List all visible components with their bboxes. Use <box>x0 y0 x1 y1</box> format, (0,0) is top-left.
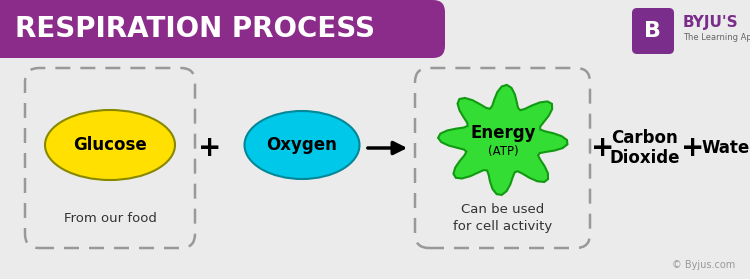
Text: Water: Water <box>702 139 750 157</box>
Text: +: + <box>591 134 615 162</box>
Text: The Learning App: The Learning App <box>683 33 750 42</box>
Text: Oxygen: Oxygen <box>266 136 338 154</box>
Text: RESPIRATION PROCESS: RESPIRATION PROCESS <box>15 15 375 43</box>
Text: Glucose: Glucose <box>74 136 147 154</box>
Text: Energy: Energy <box>470 124 536 142</box>
Text: +: + <box>198 134 222 162</box>
Text: BYJU'S: BYJU'S <box>683 15 739 30</box>
FancyBboxPatch shape <box>632 8 674 54</box>
Ellipse shape <box>45 110 175 180</box>
Text: Carbon
Dioxide: Carbon Dioxide <box>610 129 680 167</box>
Text: +: + <box>681 134 705 162</box>
Polygon shape <box>438 85 568 195</box>
Text: (ATP): (ATP) <box>488 146 518 158</box>
Text: B: B <box>644 21 662 41</box>
Text: © Byjus.com: © Byjus.com <box>672 260 735 270</box>
Text: From our food: From our food <box>64 211 157 225</box>
Text: Can be used
for cell activity: Can be used for cell activity <box>453 203 553 233</box>
Ellipse shape <box>244 111 359 179</box>
FancyBboxPatch shape <box>0 0 445 58</box>
FancyBboxPatch shape <box>0 0 400 58</box>
